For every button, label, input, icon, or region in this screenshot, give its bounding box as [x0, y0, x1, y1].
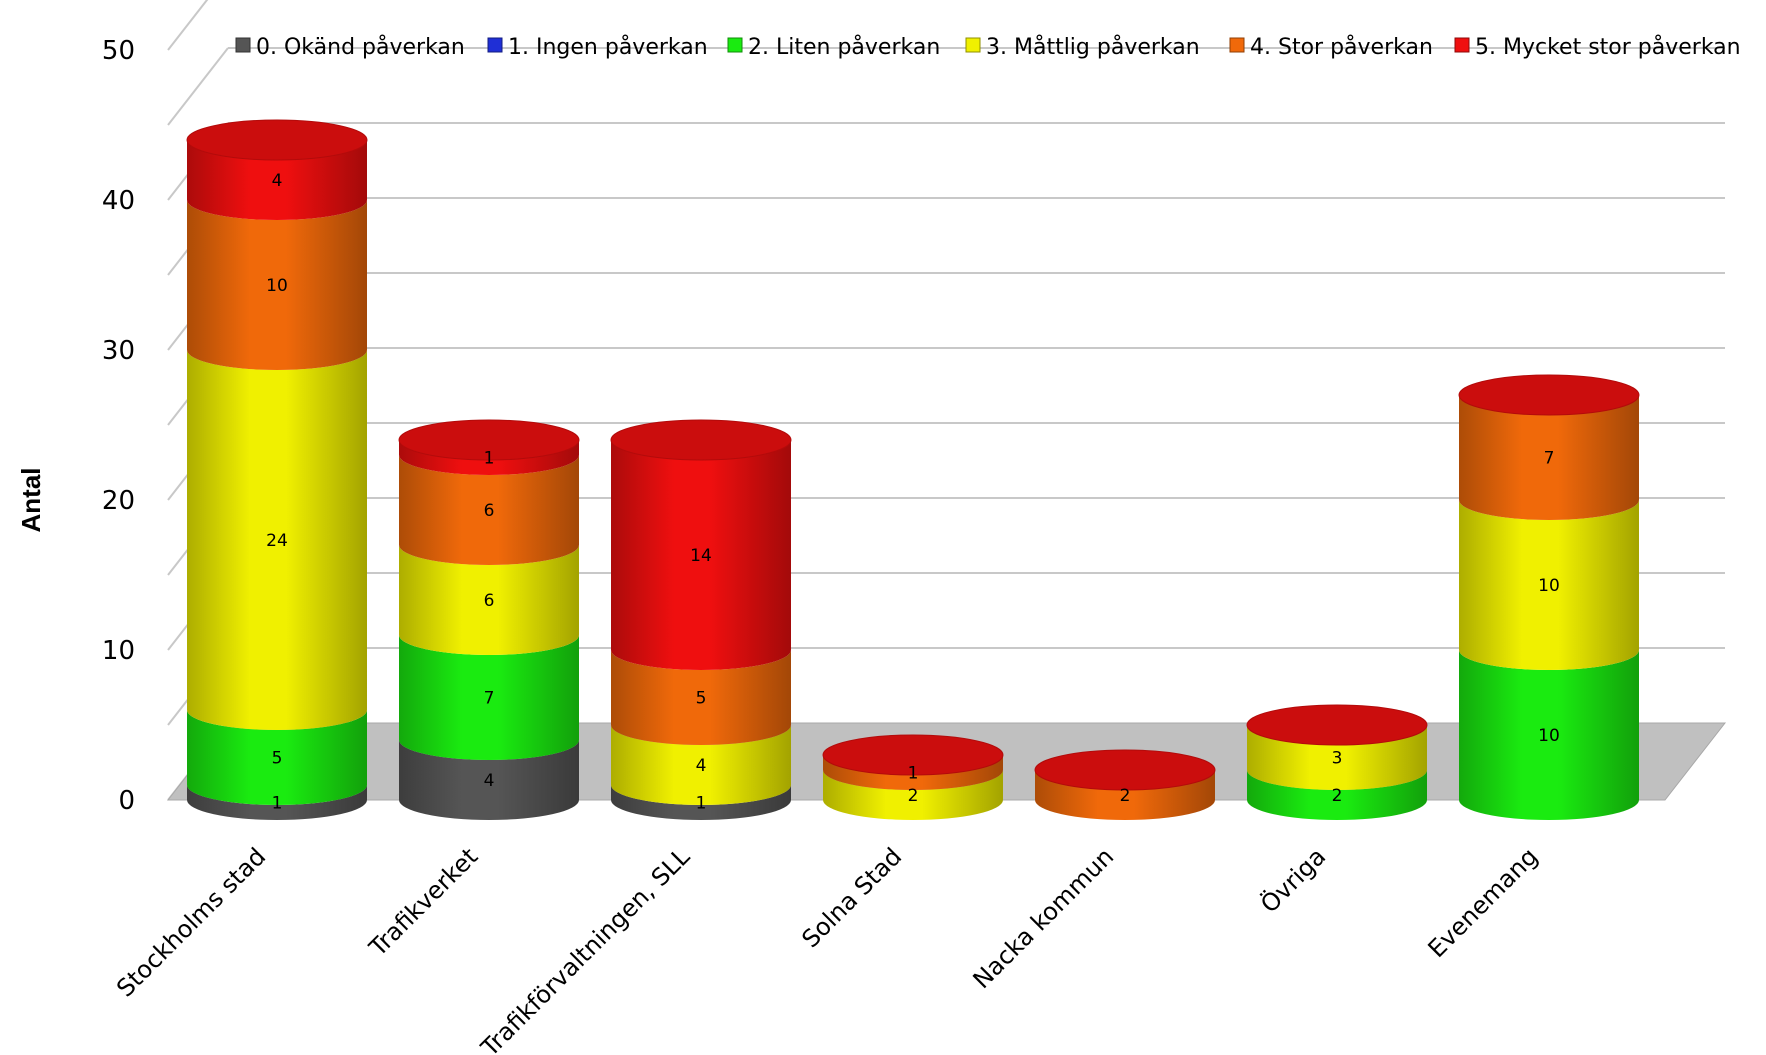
- legend-swatch: [1229, 37, 1245, 53]
- legend-swatch: [235, 37, 251, 53]
- bar-segment: [399, 545, 579, 655]
- y-tick-label: 50: [102, 36, 135, 66]
- gridline-diagonal: [167, 47, 229, 126]
- category-label: Evenemang: [1423, 842, 1544, 963]
- bar-top-cap: [822, 734, 1004, 776]
- data-label: 7: [484, 689, 495, 709]
- legend-entry: 5. Mycket stor påverkan: [1475, 34, 1741, 60]
- category-label: Nacka kommun: [968, 842, 1120, 994]
- legend-entry: 1. Ingen påverkan: [508, 34, 708, 60]
- x-axis: Stockholms stad TrafikverketTrafikförvalt…: [111, 842, 1543, 1055]
- bars: [186, 119, 1640, 820]
- bar-segment: [187, 140, 367, 220]
- bar-segment: [187, 200, 367, 370]
- data-label: 10: [266, 276, 288, 296]
- bar-segment: [399, 455, 579, 565]
- bar-top-cap: [610, 419, 792, 461]
- data-label: 5: [272, 749, 283, 769]
- legend-swatch: [965, 37, 981, 53]
- bar-segment: [187, 710, 367, 805]
- bar-segment: [1459, 500, 1639, 670]
- bar-segment: [399, 440, 579, 475]
- bar-segment: [1035, 770, 1215, 820]
- bar-segment: [399, 740, 579, 820]
- bar-top-cap: [1034, 749, 1216, 791]
- bar-segment: [1459, 395, 1639, 520]
- legend-entry: 0. Okänd påverkan: [256, 34, 465, 60]
- bar-top-cap: [186, 119, 368, 161]
- legend: 0. Okänd påverkan 1. Ingen påverkan 2. Lit…: [235, 34, 1741, 60]
- y-tick-label: 10: [102, 636, 135, 666]
- bar-segment: [823, 755, 1003, 790]
- y-tick-label: 20: [102, 486, 135, 516]
- data-label: 4: [696, 756, 707, 776]
- bar-top-cap: [1246, 704, 1428, 746]
- data-label: 10: [1538, 576, 1560, 596]
- category-label: Trafikverket: [363, 842, 483, 962]
- bar-segment: [1459, 650, 1639, 820]
- y-tick-label: 30: [102, 336, 135, 366]
- bar-segment: [187, 785, 367, 820]
- y-axis-title: Antal: [16, 468, 46, 533]
- category-label: Övriga: [1254, 842, 1331, 919]
- y-axis: 0 10 20 30 40 50: [102, 36, 135, 816]
- bar-top-cap: [398, 419, 580, 461]
- y-tick-label: 0: [118, 786, 135, 816]
- bar-segment: [823, 770, 1003, 820]
- category-label: Solna Stad: [796, 842, 907, 953]
- data-label: 6: [484, 591, 495, 611]
- legend-swatch: [1454, 37, 1470, 53]
- data-label: 4: [272, 171, 283, 191]
- legend-entry: 4. Stor påverkan: [1250, 34, 1433, 60]
- bar-segment: [187, 350, 367, 730]
- data-label: 3: [1332, 749, 1343, 769]
- legend-swatch: [727, 37, 743, 53]
- data-label: 2: [1332, 786, 1343, 806]
- gridline-diagonal: [167, 0, 209, 51]
- bar-top-cap: [1458, 374, 1640, 416]
- legend-entry: 3. Måttlig påverkan: [986, 34, 1200, 60]
- data-label: 2: [908, 786, 919, 806]
- bar-segment: [611, 650, 791, 745]
- data-label: 4: [484, 771, 495, 791]
- y-tick-label: 40: [102, 186, 135, 216]
- data-label: 1: [484, 449, 495, 469]
- data-label: 1: [272, 794, 283, 814]
- bar-segment: [611, 725, 791, 805]
- bar-segment: [611, 785, 791, 820]
- legend-swatch: [487, 37, 503, 53]
- data-label: 10: [1538, 726, 1560, 746]
- data-label: 1: [908, 764, 919, 784]
- legend-entry: 2. Liten påverkan: [748, 34, 940, 60]
- bar-segment: [1247, 725, 1427, 790]
- category-label: Trafikförvaltningen, SLL: [475, 842, 696, 1055]
- data-label: 14: [690, 546, 712, 566]
- bar-segment: [611, 440, 791, 670]
- data-label: 6: [484, 501, 495, 521]
- data-label: 1: [696, 794, 707, 814]
- data-label: 2: [1120, 786, 1131, 806]
- data-label: 5: [696, 689, 707, 709]
- bar-segment: [1247, 770, 1427, 820]
- data-label: 7: [1544, 449, 1555, 469]
- category-label: Stockholms stad: [111, 842, 271, 1002]
- data-label: 24: [266, 531, 288, 551]
- bar-segment: [399, 635, 579, 760]
